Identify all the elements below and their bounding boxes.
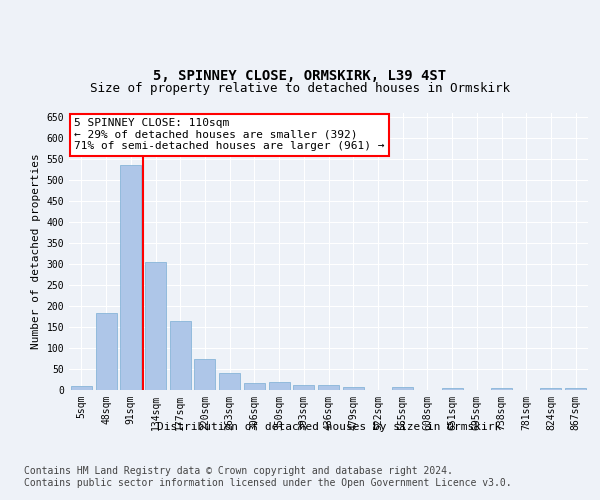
Text: 5, SPINNEY CLOSE, ORMSKIRK, L39 4ST: 5, SPINNEY CLOSE, ORMSKIRK, L39 4ST: [154, 68, 446, 82]
Bar: [343, 386, 364, 390]
Bar: [392, 386, 413, 390]
Bar: [194, 359, 215, 390]
Bar: [269, 382, 290, 390]
Bar: [244, 383, 265, 390]
Bar: [71, 386, 92, 390]
Y-axis label: Number of detached properties: Number of detached properties: [31, 154, 41, 349]
Text: Size of property relative to detached houses in Ormskirk: Size of property relative to detached ho…: [90, 82, 510, 95]
Bar: [95, 313, 116, 390]
Bar: [442, 388, 463, 390]
Bar: [565, 388, 586, 390]
Bar: [491, 388, 512, 390]
Text: Distribution of detached houses by size in Ormskirk: Distribution of detached houses by size …: [157, 422, 501, 432]
Bar: [318, 386, 339, 390]
Bar: [541, 388, 562, 390]
Bar: [145, 262, 166, 390]
Text: 5 SPINNEY CLOSE: 110sqm
← 29% of detached houses are smaller (392)
71% of semi-d: 5 SPINNEY CLOSE: 110sqm ← 29% of detache…: [74, 118, 385, 151]
Bar: [120, 166, 141, 390]
Bar: [170, 322, 191, 390]
Text: Contains public sector information licensed under the Open Government Licence v3: Contains public sector information licen…: [24, 478, 512, 488]
Bar: [219, 373, 240, 390]
Text: Contains HM Land Registry data © Crown copyright and database right 2024.: Contains HM Land Registry data © Crown c…: [24, 466, 453, 476]
Bar: [293, 385, 314, 390]
